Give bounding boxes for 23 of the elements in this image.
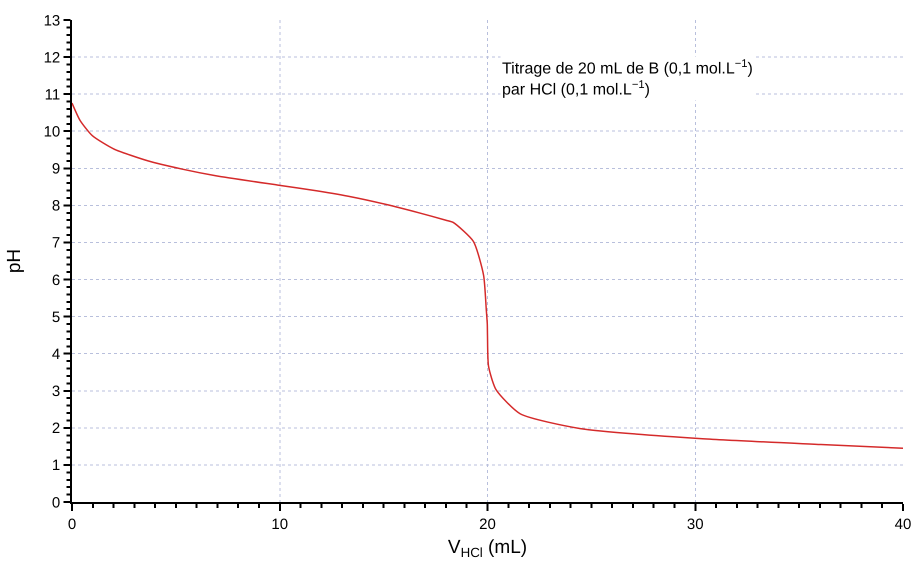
y-tick-label: 2 — [52, 420, 60, 438]
line-series — [72, 102, 903, 449]
y-tick-label: 1 — [52, 457, 60, 474]
y-tick-label: 7 — [52, 234, 60, 252]
y-tick-label: 3 — [52, 383, 60, 400]
x-tick-label: 20 — [479, 516, 496, 533]
x-tick-label: 0 — [68, 516, 76, 533]
y-tick-label: 11 — [44, 86, 60, 104]
text: Titrage de 20 mL de B (0,1 mol.L$^{−1}$) par HCl (0,1 mol.L$^{−1}$) — [502, 58, 753, 99]
x-tick-label: 30 — [686, 516, 704, 533]
x-tick-label: 40 — [894, 516, 912, 533]
y-tick-label: 4 — [52, 346, 60, 363]
y-axis-title: pH — [4, 248, 25, 274]
x-axis-title: V$_{HCl}$ (mL) — [448, 537, 528, 560]
y-tick-label: 0 — [52, 494, 60, 512]
y-tick-label: 5 — [52, 308, 60, 326]
y-tick-label: 10 — [44, 123, 60, 140]
y-tick-label: 12 — [44, 49, 60, 66]
y-tick-label: 8 — [52, 198, 60, 215]
y-tick-label: 6 — [52, 272, 60, 289]
x-tick-label: 10 — [271, 516, 288, 533]
y-tick-label: 9 — [52, 160, 60, 178]
y-tick-label: 13 — [44, 12, 60, 30]
